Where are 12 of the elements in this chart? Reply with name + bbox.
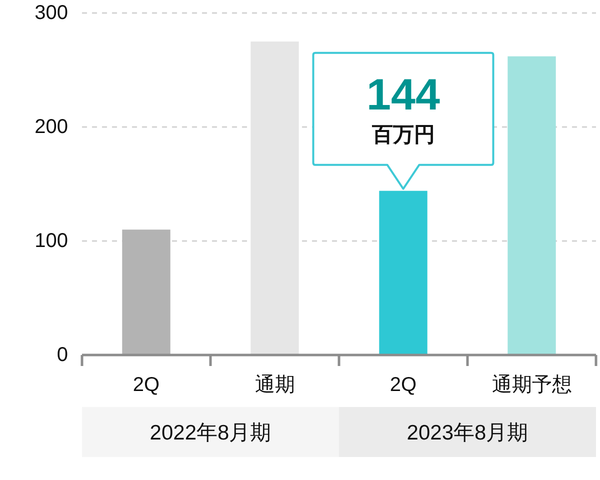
x-tick-label: 2Q [132, 374, 160, 396]
annotation: 百万円 [370, 123, 435, 146]
x-tick-label: 通期予想 [492, 374, 572, 396]
x-tick-label: 通期 [254, 374, 295, 396]
y-tick-label: 300 [34, 2, 68, 24]
y-tick-label: 200 [34, 116, 68, 138]
y-tick-label: 0 [56, 344, 68, 366]
data-label: 144 [366, 70, 440, 120]
y-tick-label: 100 [34, 230, 68, 252]
x-tick-label: 2Q [390, 374, 417, 396]
text: 2023年8月期 [406, 422, 528, 444]
text: 2022年8月期 [150, 422, 272, 444]
